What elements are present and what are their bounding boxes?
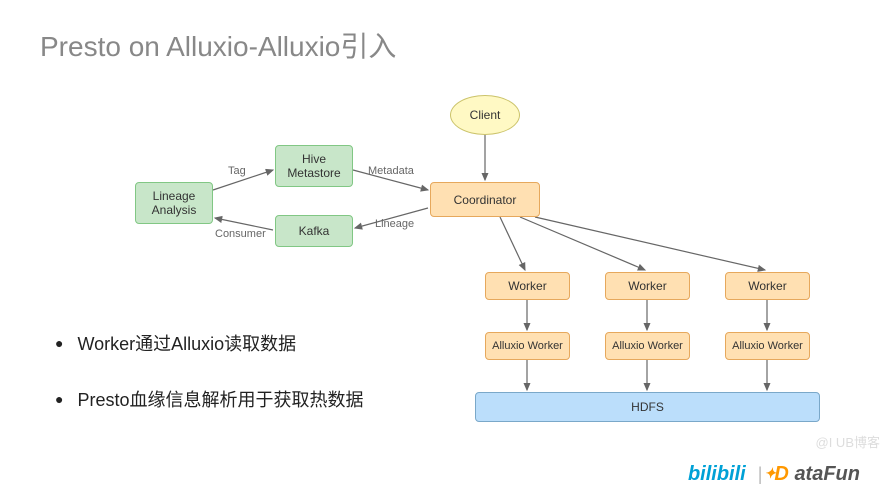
- datafun-d: D: [774, 463, 788, 485]
- bullet-list: Worker通过Alluxio读取数据 Presto血缘信息解析用于获取热数据: [55, 330, 364, 442]
- edge-label-tag: Tag: [228, 165, 246, 177]
- node-hive-metastore: Hive Metastore: [275, 145, 353, 187]
- footer: bilibili | ✦ D ataFun: [688, 463, 860, 486]
- bullet-1: Worker通过Alluxio读取数据: [55, 330, 364, 356]
- node-client: Client: [450, 95, 520, 135]
- node-hdfs: HDFS: [475, 392, 820, 422]
- edge-label-consumer: Consumer: [215, 228, 266, 240]
- bilibili-logo: bilibili: [688, 463, 746, 486]
- page-title: Presto on Alluxio-Alluxio引入: [40, 25, 396, 65]
- bullet-2: Presto血缘信息解析用于获取热数据: [55, 386, 364, 412]
- node-lineage-analysis: Lineage Analysis: [135, 182, 213, 224]
- node-worker-3: Worker: [725, 272, 810, 300]
- edge-label-lineage: Lineage: [375, 218, 414, 230]
- node-alluxio-worker-1: Alluxio Worker: [485, 332, 570, 360]
- edge-label-metadata: Metadata: [368, 165, 414, 177]
- separator: |: [758, 464, 763, 485]
- node-coordinator: Coordinator: [430, 182, 540, 217]
- watermark: @I UB博客: [816, 432, 880, 451]
- node-alluxio-worker-2: Alluxio Worker: [605, 332, 690, 360]
- node-alluxio-worker-3: Alluxio Worker: [725, 332, 810, 360]
- datafun-rest: ataFun: [794, 463, 860, 485]
- datafun-logo: ✦ D ataFun: [774, 463, 860, 486]
- node-worker-1: Worker: [485, 272, 570, 300]
- node-worker-2: Worker: [605, 272, 690, 300]
- node-kafka: Kafka: [275, 215, 353, 247]
